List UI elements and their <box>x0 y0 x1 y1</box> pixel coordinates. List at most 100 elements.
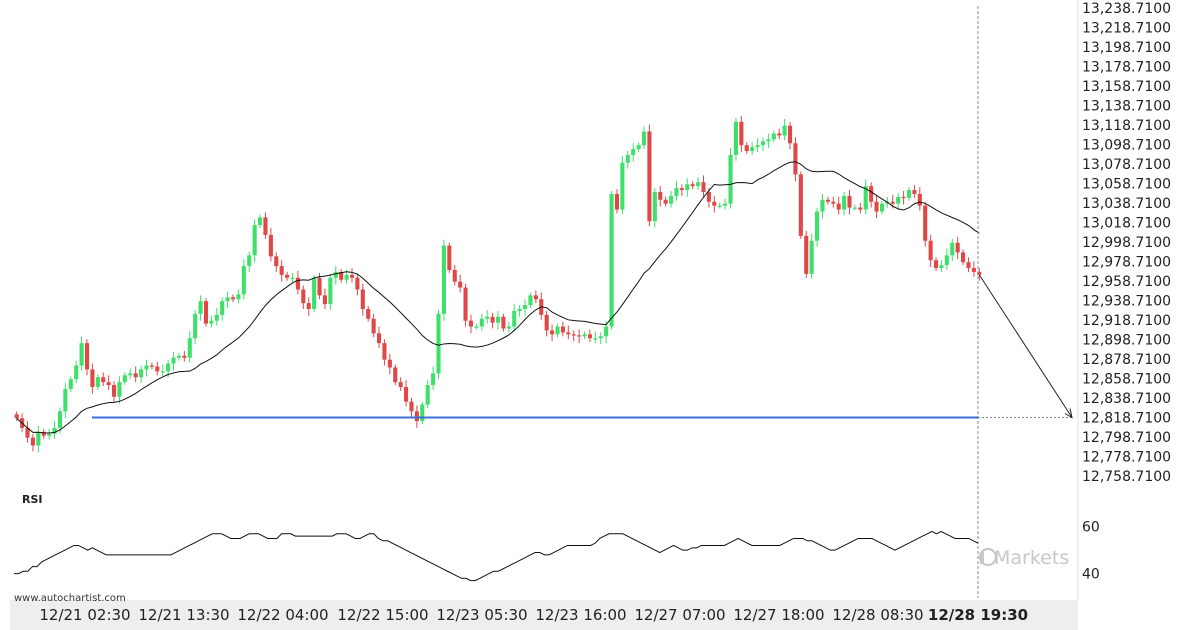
candle-up <box>479 318 484 327</box>
candle-down <box>317 277 322 296</box>
time-tick-label: 12/22 04:00 <box>237 606 328 624</box>
candle-up <box>760 141 766 146</box>
candle-down <box>25 427 30 438</box>
candle-down <box>701 182 706 192</box>
price-tick-label: 13,078.7100 <box>1082 157 1171 173</box>
candle-up <box>198 301 203 314</box>
candle-down <box>847 195 852 208</box>
candle-up <box>696 182 701 187</box>
candle-down <box>739 121 744 146</box>
candle-up <box>685 184 690 191</box>
candle-up <box>441 245 446 314</box>
price-tick-label: 13,138.7100 <box>1082 99 1171 115</box>
candle-up <box>582 334 587 337</box>
price-tick-label: 12,858.7100 <box>1082 372 1171 388</box>
price-tick-label: 13,178.7100 <box>1082 60 1171 76</box>
price-tick-label: 13,238.7100 <box>1082 1 1171 17</box>
candle-down <box>295 277 300 290</box>
candle-down <box>544 314 549 331</box>
time-tick-label: 12/21 13:30 <box>138 606 229 624</box>
candle-up <box>939 265 944 269</box>
candle-up <box>506 326 511 329</box>
candle-up <box>36 431 41 446</box>
candle-down <box>306 303 311 309</box>
price-tick-label: 12,978.7100 <box>1082 255 1171 271</box>
candle-up <box>166 363 171 372</box>
rsi-label: RSI <box>22 493 43 506</box>
candle-up <box>809 240 814 274</box>
price-tick-label: 12,838.7100 <box>1082 391 1171 407</box>
candle-down <box>274 256 279 267</box>
candle-down <box>155 366 160 372</box>
candle-down <box>566 332 571 335</box>
candle-up <box>79 343 84 366</box>
candle-down <box>111 385 117 397</box>
price-tick-label: 12,758.7100 <box>1082 469 1171 485</box>
candle-down <box>84 343 90 370</box>
candle-down <box>917 193 922 206</box>
candle-up <box>171 357 176 364</box>
rsi-panel <box>10 490 1078 598</box>
price-tick-label: 13,018.7100 <box>1082 216 1171 232</box>
price-tick-label: 12,878.7100 <box>1082 352 1171 368</box>
candle-up <box>344 274 349 280</box>
candle-up <box>717 205 722 207</box>
candle-up <box>63 388 68 412</box>
candle-up <box>652 191 657 222</box>
price-tick-label: 12,958.7100 <box>1082 274 1171 290</box>
candle-down <box>203 301 209 324</box>
candle-down <box>268 234 273 257</box>
candle-up <box>328 277 333 305</box>
candle-down <box>101 377 106 383</box>
candle-down <box>777 133 782 136</box>
projection-arrow-line <box>978 274 1073 418</box>
candle-down <box>804 235 809 274</box>
candle-down <box>560 326 565 333</box>
candle-up <box>52 427 57 434</box>
price-tick-label: 13,058.7100 <box>1082 177 1171 193</box>
price-tick-label: 13,198.7100 <box>1082 40 1171 56</box>
price-panel <box>10 6 1078 490</box>
candle-up <box>214 314 219 321</box>
candle-up <box>225 297 230 302</box>
candle-down <box>463 287 468 321</box>
price-tick-label: 12,918.7100 <box>1082 313 1171 329</box>
time-tick-label: 12/22 15:00 <box>337 606 428 624</box>
candle-down <box>614 193 620 210</box>
price-tick-label: 13,038.7100 <box>1082 196 1171 212</box>
candle-down <box>690 184 695 187</box>
candle-up <box>431 373 436 386</box>
candle-down <box>14 414 19 419</box>
candle-down <box>382 343 387 360</box>
time-tick-label: 12/21 02:30 <box>39 606 130 624</box>
candle-down <box>787 125 793 144</box>
candle-up <box>117 382 122 397</box>
candle-down <box>587 334 592 339</box>
candle-up <box>312 277 317 309</box>
price-tick-label: 12,998.7100 <box>1082 235 1171 251</box>
candle-down <box>550 330 555 335</box>
candle-up <box>517 308 522 311</box>
candle-up <box>209 320 214 324</box>
time-axis-bar <box>10 600 1078 630</box>
candle-up <box>771 133 776 140</box>
candle-down <box>414 411 419 422</box>
candle-down <box>901 196 906 199</box>
candle-up <box>241 266 246 295</box>
candle-up <box>187 338 192 358</box>
candle-down <box>376 333 382 344</box>
watermark-text: www.autochartist.com <box>14 593 126 604</box>
brand-logo-text: Markets <box>994 547 1069 569</box>
candle-up <box>258 217 263 226</box>
candle-down <box>263 217 268 235</box>
candle-down <box>663 199 668 204</box>
candle-down <box>452 269 457 282</box>
price-tick-label: 13,218.7100 <box>1082 21 1171 37</box>
candle-down <box>533 295 538 300</box>
candle-up <box>755 145 760 148</box>
candle-up <box>193 313 198 339</box>
candle-up <box>782 125 787 136</box>
candle-up <box>236 294 241 300</box>
candle-down <box>349 274 355 278</box>
